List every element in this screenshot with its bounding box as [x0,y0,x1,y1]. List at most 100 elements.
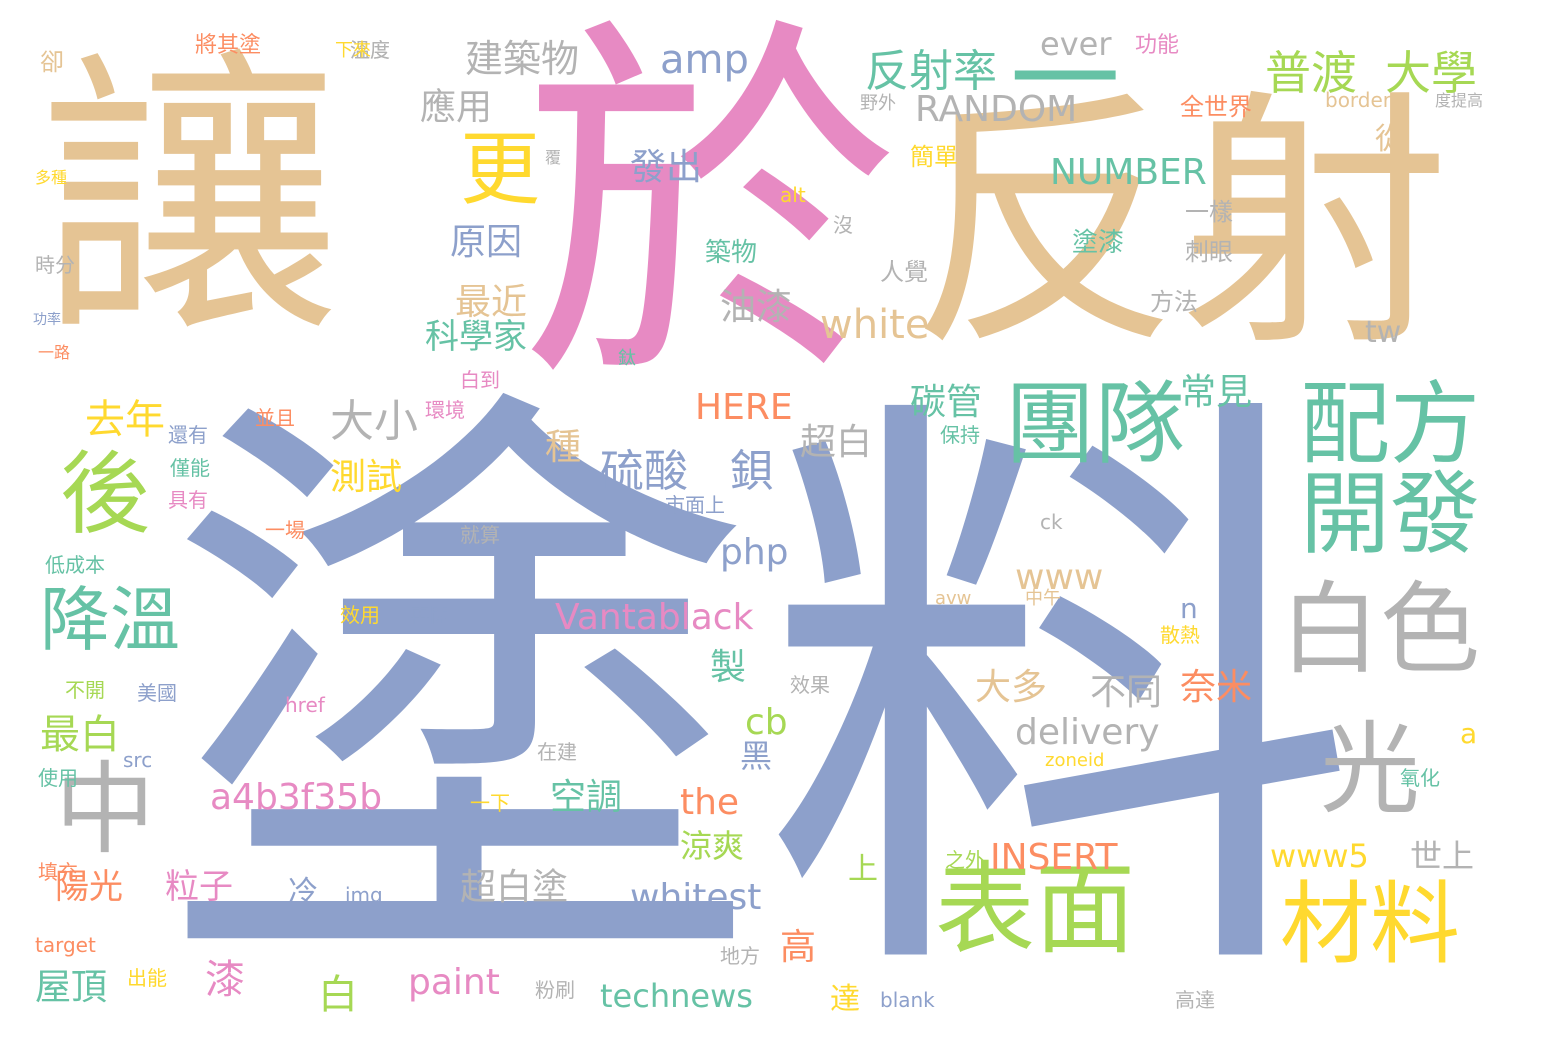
cloud-word: paint [408,962,500,1003]
cloud-word: href [285,693,325,717]
cloud-word: 大學 [1385,46,1477,100]
cloud-word: 功能 [1135,33,1180,58]
cloud-word: 反射 [910,67,1450,382]
cloud-word: www5 [1270,837,1369,875]
cloud-word: 鈦 [618,348,636,369]
cloud-word: ck [1040,510,1063,534]
cloud-word: 不同 [1090,672,1163,713]
cloud-word: 屋頂 [35,967,108,1008]
cloud-word: 白色 [1280,571,1480,688]
cloud-word: 溫度 [350,38,390,62]
cloud-word: 將其塗 [195,33,262,58]
cloud-word: 效用 [340,603,380,627]
cloud-word: ever [1040,25,1112,63]
cloud-word: 大小 [330,396,418,447]
cloud-word: 塗漆 [1072,228,1125,258]
cloud-word: 讓 [40,25,340,374]
cloud-word: 美國 [137,681,177,705]
cloud-word: 於 [520,0,900,431]
cloud-word: 白到 [460,368,500,392]
cloud-word: 刺眼 [1185,238,1233,266]
cloud-word: www [1015,557,1104,598]
cloud-word: 降溫 [40,579,180,661]
cloud-word: 科學家 [425,317,527,357]
cloud-word: 度提高 [1435,91,1484,110]
cloud-word: avw [935,588,972,609]
cloud-word: a4b3f35b [210,777,383,818]
cloud-word: NUMBER [1050,152,1207,193]
cloud-word: 白 [318,972,358,1018]
cloud-word: 全世界 [1180,93,1252,121]
cloud-word: alt [780,183,806,207]
cloud-word: 不開 [65,678,105,702]
cloud-word: 卻 [40,48,64,76]
cloud-word: 超白塗 [460,867,569,908]
cloud-word: 達 [830,982,860,1017]
cloud-word: a [1460,717,1478,750]
cloud-word: INSERT [990,837,1118,878]
cloud-word: 超白 [800,422,873,463]
cloud-word: 沒 [833,213,853,237]
cloud-word: 覆 [545,148,562,167]
cloud-word: 種 [545,427,582,468]
cloud-word: 粒子 [165,867,233,907]
cloud-word: 中 [55,751,155,868]
cloud-word: img [345,883,383,907]
cloud-word: 材料 [1280,872,1460,977]
cloud-word: 反射率 [865,46,997,97]
cloud-word: src [123,748,153,772]
cloud-word: 建築物 [465,37,580,81]
cloud-word: 冷 [288,875,318,910]
cloud-word: 去年 [85,397,165,443]
cloud-word: 在建 [537,740,577,764]
cloud-word: 塗料 [160,350,1360,1049]
cloud-word: 發出 [630,147,703,188]
cloud-word: 再開 [410,603,450,627]
cloud-word: 團隊 [1005,372,1185,477]
cloud-word: 就算 [460,523,500,547]
cloud-word: 僅能 [170,456,210,480]
cloud-word: 更 [460,123,540,216]
cloud-word: 鋇 [730,446,774,497]
cloud-word: delivery [1015,712,1160,753]
cloud-word: 一樣 [1185,198,1233,226]
cloud-word: 表面 [935,851,1135,968]
cloud-word: 填充 [38,860,78,884]
cloud-word: 溫度 [350,38,390,62]
cloud-word: 常見 [1180,372,1253,413]
cloud-word: RANDOM [915,89,1078,130]
cloud-word: 還有 [168,423,208,447]
cloud-word: 最白 [40,712,120,758]
cloud-word: 最近 [455,282,528,323]
cloud-word: amp [660,37,749,83]
cloud-word: 原因 [450,222,523,263]
cloud-word: tw [1365,315,1402,350]
cloud-word: 一路 [38,343,71,362]
cloud-word: 陽光 [55,867,123,907]
cloud-word: 高 [780,927,817,968]
cloud-word: zoneid [1045,750,1105,771]
cloud-word: 空調 [550,777,623,818]
cloud-word: 製 [710,647,747,688]
cloud-word: 一場 [265,518,305,542]
cloud-word: Vantablack [555,597,754,638]
cloud-word: 一 [1010,16,1120,144]
cloud-word: 世上 [1410,837,1475,875]
cloud-word: 市面上 [665,493,725,517]
cloud-word: 從 [1375,122,1405,157]
cloud-word: 使用 [38,766,78,790]
cloud-word: 普渡 [1265,46,1357,100]
cloud-word: 之外 [945,848,985,872]
cloud-word: 一下 [470,791,510,815]
cloud-word: 方法 [1150,288,1198,316]
cloud-word: 配方 [1300,372,1480,477]
cloud-word: 保持 [940,423,980,447]
cloud-word: 油漆 [720,287,793,328]
cloud-word: php [720,532,789,573]
cloud-word: 黑 [740,737,773,775]
cloud-word: the [680,782,740,823]
cloud-word: 奈米 [1180,667,1253,708]
cloud-word: 開發 [1300,462,1480,567]
cloud-word: 地方 [720,944,760,968]
